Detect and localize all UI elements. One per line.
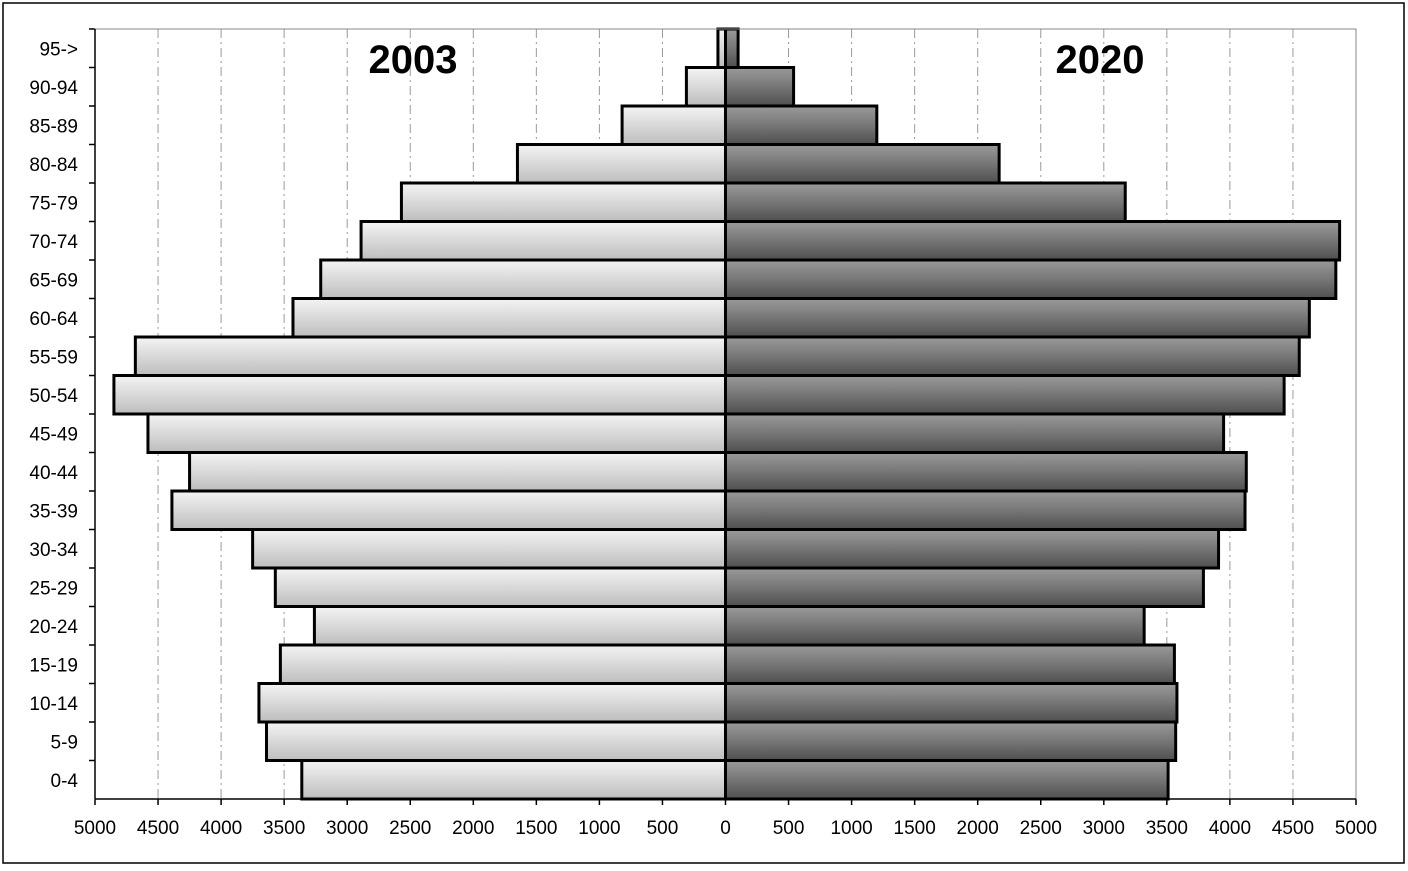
y-category-label: 75-79 [29,193,78,214]
bar-2020-85-89 [724,104,879,146]
bar-2020-20-24 [724,605,1146,647]
bar-2003-0-4 [300,759,727,801]
x-tick-label: 1000 [578,818,620,839]
bar-2003-30-34 [251,528,727,570]
x-tick-label: 3500 [1146,818,1188,839]
bar-2003-15-19 [278,643,727,685]
x-tick-label: 2500 [1020,818,1062,839]
y-category-label: 20-24 [29,617,78,638]
bar-2003-75-79 [399,181,727,223]
x-tick-label: 3000 [1083,818,1125,839]
bar-2020-75-79 [724,181,1127,223]
x-tick-label: 500 [647,818,679,839]
bar-2020-60-64 [724,297,1311,339]
y-category-label: 65-69 [29,270,78,291]
bar-2020-45-49 [724,412,1226,454]
bar-2003-35-39 [170,489,727,531]
y-category-label: 50-54 [29,386,78,407]
y-category-label: 80-84 [29,155,78,176]
x-tick-label: 3000 [326,818,368,839]
bar-2020-90-94 [724,66,796,108]
y-category-label: 95-> [39,39,78,60]
bar-2003-40-44 [188,451,727,493]
x-tick-label: 1500 [894,818,936,839]
x-tick-label: 4000 [200,818,242,839]
bar-2020-65-69 [724,258,1338,300]
series-label-2003: 2003 [369,38,458,82]
y-category-label: 90-94 [29,78,78,99]
x-tick-label: 1000 [830,818,872,839]
bar-2020-35-39 [724,489,1247,531]
y-category-label: 5-9 [51,732,78,753]
x-tick-label: 3500 [263,818,305,839]
bar-2003-70-74 [359,220,727,262]
y-category-label: 55-59 [29,347,78,368]
bar-2003-50-54 [112,374,728,416]
bar-2003-25-29 [273,566,727,608]
bar-2020-40-44 [724,451,1248,493]
x-tick-label: 2500 [389,818,431,839]
y-category-label: 25-29 [29,578,78,599]
bar-2020-0-4 [724,759,1170,801]
x-tick-label: 5000 [74,818,116,839]
y-category-label: 70-74 [29,232,78,253]
bar-2003-20-24 [312,605,727,647]
bar-2003-80-84 [515,143,727,185]
y-category-label: 30-34 [29,540,78,561]
y-category-label: 60-64 [29,309,78,330]
y-category-label: 35-39 [29,501,78,522]
x-tick-label: 2000 [452,818,494,839]
y-category-label: 15-19 [29,655,78,676]
bar-2020-80-84 [724,143,1001,185]
x-tick-label: 4500 [1272,818,1314,839]
bar-2020-95-> [724,27,740,69]
x-tick-label: 5000 [1335,818,1377,839]
bar-2003-5-9 [264,720,727,762]
x-tick-label: 4500 [137,818,179,839]
x-tick-label: 4000 [1209,818,1251,839]
x-tick-label: 2000 [957,818,999,839]
bar-2020-70-74 [724,220,1342,262]
y-category-label: 0-4 [51,771,79,792]
y-category-label: 40-44 [29,463,78,484]
bar-2020-30-34 [724,528,1221,570]
bar-2003-45-49 [146,412,728,454]
bar-2020-5-9 [724,720,1178,762]
y-category-label: 45-49 [29,424,78,445]
bar-2003-85-89 [620,104,728,146]
labels-layer: 5000 4500 4000 3500 3000 2500 2000 1500 1000 500 0… [29,38,1377,839]
bar-2020-25-29 [724,566,1205,608]
series-label-2020: 2020 [1056,38,1145,82]
bar-2003-90-94 [684,66,727,108]
y-category-label: 10-14 [29,694,78,715]
bar-2020-50-54 [724,374,1286,416]
bar-2020-10-14 [724,682,1179,724]
bar-2020-15-19 [724,643,1176,685]
x-tick-label: 500 [773,818,805,839]
bar-2003-10-14 [257,682,727,724]
x-tick-label: 0 [720,818,731,839]
bar-2003-60-64 [291,297,727,339]
bar-2003-55-59 [133,335,728,377]
bar-2020-55-59 [724,335,1301,377]
bar-2003-65-69 [319,258,727,300]
axes-layer [89,28,1357,805]
x-tick-label: 1500 [515,818,557,839]
y-category-label: 85-89 [29,116,78,137]
